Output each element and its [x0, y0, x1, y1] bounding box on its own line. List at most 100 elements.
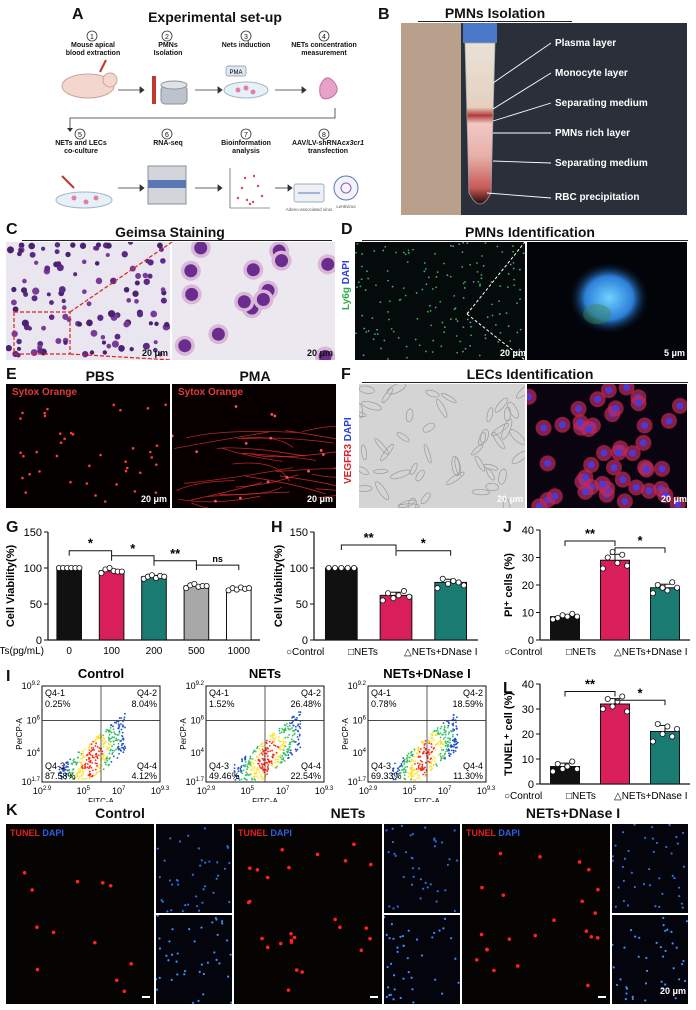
- syringe-icon: [99, 59, 107, 73]
- event-dot: [74, 776, 77, 779]
- event-dot: [90, 743, 93, 745]
- event-dot: [411, 758, 414, 761]
- panel-b-label: B: [378, 6, 390, 23]
- event-dot: [423, 746, 426, 749]
- event-dot: [298, 733, 301, 736]
- event-dot: [113, 736, 116, 739]
- event-dot: [258, 765, 261, 767]
- event-dot: [454, 746, 457, 749]
- x-axis-label: FITC-A: [252, 797, 278, 802]
- event-dot: [455, 728, 458, 730]
- y-tick-label: 104: [27, 748, 41, 758]
- event-dot: [89, 759, 92, 762]
- event-dot: [65, 762, 68, 764]
- event-dot: [404, 769, 407, 772]
- event-dot: [269, 738, 272, 740]
- data-point: [549, 768, 556, 775]
- event-dot: [62, 766, 65, 769]
- event-dot: [123, 716, 126, 719]
- event-dot: [275, 751, 278, 754]
- y-tick-label: 100: [24, 563, 42, 575]
- event-dot: [59, 766, 61, 769]
- event-dot: [293, 733, 296, 736]
- event-dot: [111, 736, 114, 739]
- data-point: [564, 613, 571, 620]
- event-dot: [442, 755, 444, 757]
- event-dot: [431, 733, 434, 736]
- event-dot: [417, 749, 419, 752]
- tunel-merged-image: [234, 824, 382, 1004]
- event-dot: [109, 726, 112, 729]
- layer-3: Separating medium: [555, 98, 648, 109]
- event-dot: [266, 768, 269, 771]
- x-tick-label: 109.3: [477, 786, 496, 796]
- event-dot: [104, 757, 107, 760]
- return-arrow: [69, 108, 336, 128]
- tunel-dapi-image: [156, 915, 232, 1004]
- event-dot: [266, 739, 268, 742]
- event-dot: [96, 735, 98, 738]
- y-tick-label: 101.7: [22, 777, 41, 787]
- event-dot: [64, 775, 67, 777]
- event-dot: [273, 732, 276, 735]
- event-dot: [416, 747, 419, 750]
- y-tick-label: 20: [522, 580, 534, 592]
- event-dot: [237, 770, 240, 773]
- data-point: [604, 695, 611, 702]
- event-dot: [441, 743, 444, 745]
- y-axis-label: PerCP-A: [179, 718, 188, 750]
- flow-plot: NETs Q4-11.52% Q4-226.48% Q4-349.46% Q4-422.…: [179, 666, 334, 802]
- event-dot: [402, 757, 405, 759]
- event-dot: [424, 739, 427, 742]
- event-dot: [284, 753, 286, 756]
- event-dot: [267, 750, 269, 753]
- event-dot: [59, 775, 62, 777]
- bar: [98, 570, 125, 641]
- event-dot: [96, 737, 99, 740]
- event-dot: [430, 761, 433, 763]
- event-dot: [64, 772, 67, 775]
- y-tick-label: 101.7: [186, 777, 205, 787]
- x-axis-label: FITC-A: [414, 797, 440, 802]
- event-dot: [266, 770, 269, 773]
- event-dot: [414, 772, 417, 775]
- panel-f-channels: VEGFR3 DAPI: [343, 417, 354, 484]
- event-dot: [392, 768, 395, 771]
- event-dot: [277, 758, 279, 761]
- data-point: [98, 570, 105, 577]
- event-dot: [287, 750, 289, 752]
- panel-d-underline: [362, 240, 688, 241]
- event-dot: [401, 768, 404, 771]
- event-dot: [265, 741, 268, 744]
- x-tick-label: 1000: [228, 646, 251, 657]
- significance-bracket: [564, 691, 616, 697]
- event-dot: [237, 768, 239, 770]
- event-dot: [392, 777, 395, 780]
- event-dot: [415, 752, 418, 754]
- event-dot: [446, 726, 449, 729]
- significance-bracket: [111, 555, 155, 561]
- layer-5: Separating medium: [555, 158, 648, 169]
- event-dot: [291, 716, 293, 719]
- significance-mark: **: [170, 546, 181, 561]
- q4-3-value: 69.33%: [371, 771, 402, 781]
- sytox-pma-image: [172, 384, 336, 508]
- event-dot: [256, 769, 258, 772]
- event-dot: [435, 734, 438, 736]
- event-dot: [118, 752, 120, 755]
- data-point: [455, 579, 462, 586]
- event-dot: [403, 777, 406, 780]
- legend-entry: △NETs+DNase I: [614, 647, 688, 658]
- event-dot: [294, 741, 297, 743]
- event-dot: [430, 740, 433, 743]
- step-2-text: PMNs Isolation: [153, 42, 183, 57]
- event-dot: [283, 723, 286, 726]
- event-dot: [283, 760, 286, 762]
- event-dot: [104, 763, 107, 766]
- y-tick-label: 0: [528, 779, 534, 791]
- x-tick-label: 105: [403, 786, 417, 796]
- event-dot: [393, 772, 395, 775]
- event-dot: [67, 774, 70, 777]
- q4-2-value: 26.48%: [290, 699, 321, 709]
- event-dot: [108, 733, 111, 736]
